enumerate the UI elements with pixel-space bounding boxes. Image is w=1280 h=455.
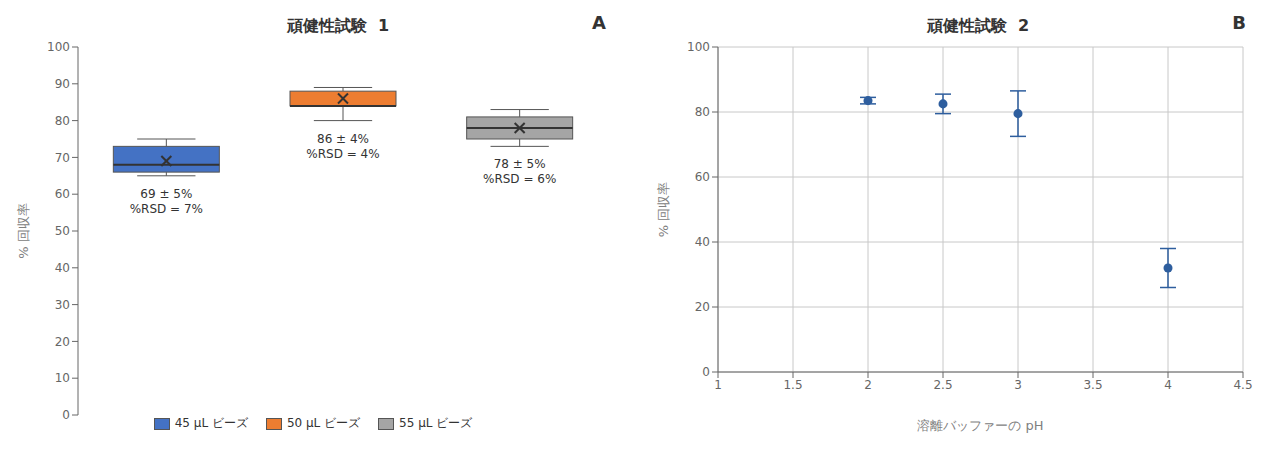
svg-text:0: 0 bbox=[702, 365, 710, 379]
svg-text:50: 50 bbox=[55, 224, 70, 238]
svg-text:40: 40 bbox=[55, 261, 70, 275]
svg-text:10: 10 bbox=[55, 371, 70, 385]
html-text:50 μL ビーズ: 50 μL ビーズ bbox=[286, 416, 361, 430]
svg-text:30: 30 bbox=[55, 298, 70, 312]
svg-text:69 ± 5%%RSD = 7%: 69 ± 5%%RSD = 7% bbox=[130, 187, 203, 216]
svg-text:86 ± 4%%RSD = 4%: 86 ± 4%%RSD = 4% bbox=[306, 132, 379, 161]
svg-text:70: 70 bbox=[55, 151, 70, 165]
html-text:A: A bbox=[592, 12, 606, 33]
svg-text:60: 60 bbox=[695, 170, 710, 184]
svg-text:80: 80 bbox=[55, 114, 70, 128]
svg-text:40: 40 bbox=[695, 235, 710, 249]
svg-text:100: 100 bbox=[47, 42, 70, 54]
svg-text:% 回収率: % 回収率 bbox=[656, 182, 671, 238]
html-text:頑健性試験 1: 頑健性試験 1 bbox=[286, 16, 390, 35]
svg-text:60: 60 bbox=[55, 187, 70, 201]
svg-text:2.5: 2.5 bbox=[933, 378, 952, 392]
svg-text:溶離バッファーの pH: 溶離バッファーの pH bbox=[917, 418, 1043, 433]
svg-text:3.5: 3.5 bbox=[1083, 378, 1102, 392]
svg-text:4: 4 bbox=[1164, 378, 1172, 392]
svg-text:78 ± 5%%RSD = 6%: 78 ± 5%%RSD = 6% bbox=[483, 157, 556, 186]
svg-text:90: 90 bbox=[55, 77, 70, 91]
svg-text:20: 20 bbox=[695, 300, 710, 314]
svg-text:1: 1 bbox=[714, 378, 722, 392]
svg-text:2: 2 bbox=[864, 378, 872, 392]
svg-text:3: 3 bbox=[1014, 378, 1022, 392]
svg-text:1.5: 1.5 bbox=[783, 378, 802, 392]
html-text:B: B bbox=[1232, 12, 1246, 33]
svg-text:80: 80 bbox=[695, 105, 710, 119]
svg-text:% 回収率: % 回収率 bbox=[16, 203, 31, 259]
svg-text:0: 0 bbox=[62, 408, 70, 422]
html-text:頑健性試験 2: 頑健性試験 2 bbox=[926, 16, 1030, 35]
svg-text:20: 20 bbox=[55, 335, 70, 349]
svg-text:4.5: 4.5 bbox=[1233, 378, 1252, 392]
html-text:55 μL ビーズ: 55 μL ビーズ bbox=[399, 416, 473, 430]
html-text:45 μL ビーズ: 45 μL ビーズ bbox=[174, 416, 248, 430]
svg-text:100: 100 bbox=[687, 42, 710, 54]
